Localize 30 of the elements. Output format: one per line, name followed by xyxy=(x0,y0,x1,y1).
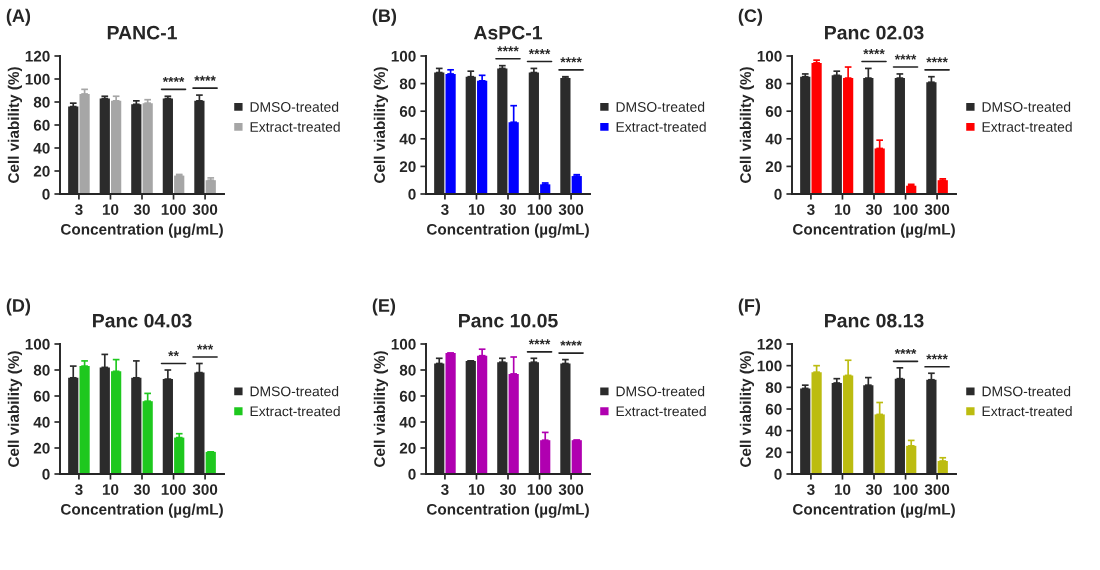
bar xyxy=(174,175,185,194)
text: (C) xyxy=(738,8,763,26)
bar xyxy=(79,366,90,474)
bar xyxy=(142,103,153,194)
bar xyxy=(477,355,488,474)
chart-title: Panc 10.05 xyxy=(459,313,558,328)
text: (F) xyxy=(738,298,761,316)
chart-title: Panc 04.03 xyxy=(93,313,192,328)
bar xyxy=(811,372,822,474)
bar xyxy=(142,401,153,474)
text: (B) xyxy=(372,8,397,26)
bar xyxy=(445,73,456,194)
bar xyxy=(540,440,551,474)
chart-title: Panc 02.03 xyxy=(825,25,924,40)
bar xyxy=(874,148,885,194)
bar xyxy=(111,100,122,194)
bar xyxy=(811,62,822,194)
text: (E) xyxy=(372,298,396,316)
bar xyxy=(571,440,582,474)
bar xyxy=(445,353,456,474)
chart-title: PANC-1 xyxy=(107,25,177,40)
bar xyxy=(205,451,216,474)
bar xyxy=(906,445,917,474)
bar xyxy=(477,80,488,194)
text: (D) xyxy=(6,298,31,316)
text: (A) xyxy=(6,8,31,26)
chart-title: AsPC-1 xyxy=(473,25,543,40)
bar xyxy=(174,437,185,474)
bar xyxy=(79,93,90,194)
chart-title: Panc 08.13 xyxy=(825,313,924,328)
